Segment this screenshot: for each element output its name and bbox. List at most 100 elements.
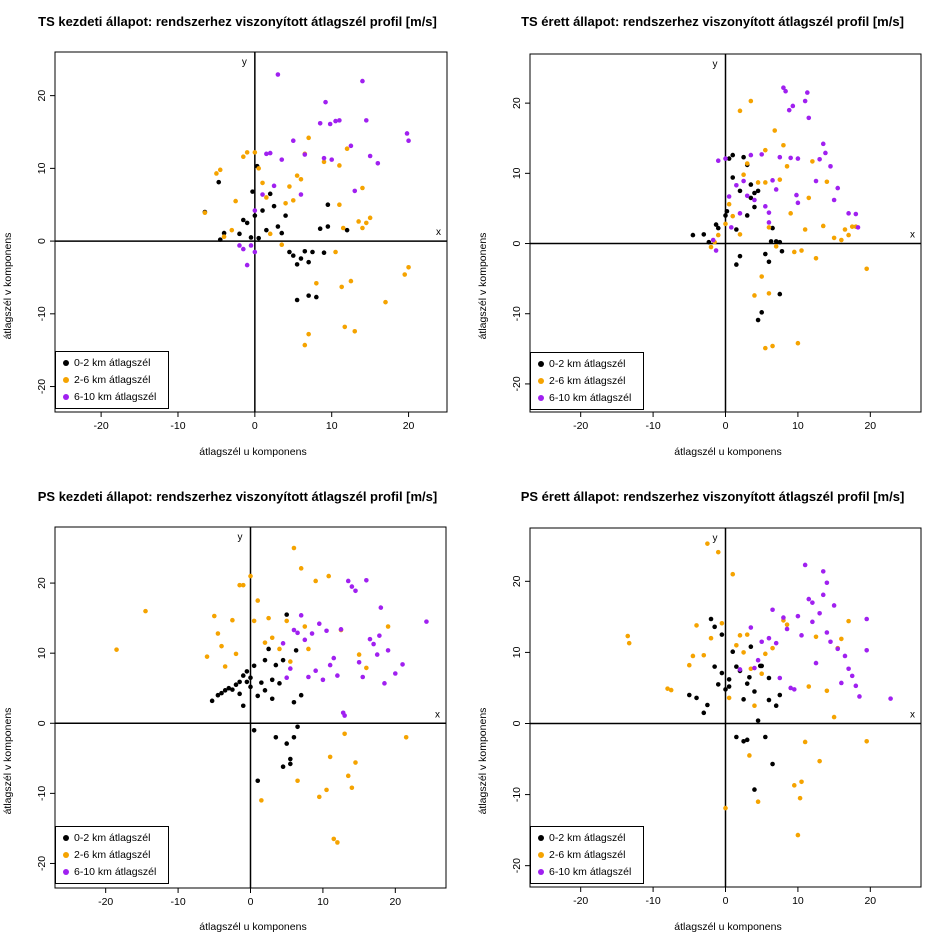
- data-point: [786, 107, 792, 113]
- x-tick-label: 10: [317, 896, 329, 908]
- data-point: [215, 692, 221, 698]
- data-point: [353, 760, 358, 765]
- legend-item: 2-6 km átlagszél: [531, 373, 643, 389]
- legend-marker: [63, 377, 69, 383]
- y-tick-label: 20: [511, 97, 523, 109]
- data-point: [766, 291, 772, 296]
- legend-marker: [63, 869, 69, 875]
- data-point: [734, 664, 739, 669]
- data-point: [360, 78, 365, 84]
- data-point: [377, 633, 382, 638]
- data-point: [364, 577, 369, 583]
- data-point: [325, 202, 331, 208]
- data-point: [795, 340, 801, 346]
- x-tick-label: -20: [98, 896, 113, 908]
- data-point: [348, 278, 354, 284]
- plot-frame: [54, 51, 448, 413]
- data-point: [221, 234, 227, 240]
- data-point: [724, 208, 730, 214]
- data-point: [271, 203, 277, 209]
- data-point: [864, 616, 869, 622]
- data-point: [259, 680, 264, 685]
- data-point: [820, 223, 826, 229]
- data-point: [237, 231, 242, 237]
- data-point: [240, 703, 246, 709]
- data-point: [324, 628, 329, 634]
- data-point: [730, 571, 736, 577]
- chart-panel-ts-mature: TS érett állapot: rendszerhez viszonyíto…: [475, 0, 950, 475]
- data-point: [237, 243, 242, 248]
- legend-label: 6-10 km átlagszél: [74, 391, 157, 403]
- data-point: [853, 683, 859, 689]
- data-point: [766, 675, 772, 681]
- data-point: [797, 795, 803, 801]
- data-point: [625, 633, 631, 639]
- data-point: [842, 227, 848, 232]
- data-point: [713, 248, 719, 253]
- data-point: [744, 681, 750, 686]
- data-point: [316, 794, 322, 800]
- chart-title: TS kezdeti állapot: rendszerhez viszonyí…: [38, 14, 437, 29]
- data-point: [741, 154, 746, 160]
- data-point: [712, 664, 717, 669]
- data-point: [291, 627, 297, 633]
- scatter-plot: x y -20 -10 0 10 20 -20 -10 0 10 20: [511, 527, 922, 907]
- y-tick-label: 20: [511, 575, 523, 587]
- y-tick-label: -20: [36, 856, 48, 871]
- x-tick-label: 0: [248, 896, 254, 908]
- data-point: [752, 703, 757, 709]
- data-point: [766, 220, 772, 225]
- data-point: [374, 652, 380, 657]
- x-tick-label: -10: [645, 895, 660, 907]
- data-point: [306, 135, 311, 141]
- data-point: [777, 239, 783, 245]
- data-point: [404, 131, 410, 136]
- data-point: [824, 179, 830, 185]
- axis-y-marker: y: [238, 532, 243, 543]
- data-point: [828, 639, 833, 645]
- data-point: [327, 662, 333, 668]
- data-point: [734, 262, 739, 267]
- data-point: [291, 734, 297, 740]
- data-point: [823, 150, 828, 156]
- data-point: [810, 600, 815, 605]
- data-point: [284, 675, 290, 681]
- data-point: [857, 694, 862, 699]
- data-point: [298, 176, 304, 182]
- legend-label: 2-6 km átlagszél: [74, 849, 151, 861]
- data-point: [287, 249, 292, 255]
- data-point: [788, 685, 793, 691]
- data-point: [360, 225, 365, 231]
- legend-marker: [538, 361, 544, 367]
- legend-label: 6-10 km átlagszél: [74, 866, 157, 878]
- data-point: [710, 237, 716, 243]
- data-point: [260, 192, 265, 197]
- data-point: [820, 569, 826, 574]
- legend: 0-2 km átlagszél 2-6 km átlagszél 6-10 k…: [55, 826, 169, 884]
- data-point: [255, 778, 261, 784]
- data-point: [345, 578, 351, 584]
- data-point: [737, 108, 743, 114]
- data-point: [737, 232, 743, 237]
- data-point: [752, 665, 757, 671]
- data-point: [306, 259, 311, 265]
- data-point: [726, 201, 732, 207]
- data-point: [817, 611, 822, 616]
- data-point: [338, 627, 344, 632]
- legend-label: 6-10 km átlagszél: [549, 392, 632, 404]
- data-point: [813, 634, 819, 640]
- data-point: [723, 156, 728, 161]
- data-point: [406, 138, 411, 144]
- data-point: [799, 248, 804, 253]
- data-point: [846, 666, 851, 672]
- data-point: [279, 157, 285, 162]
- data-point: [864, 266, 869, 272]
- data-point: [705, 541, 710, 546]
- axis-y-marker: y: [242, 57, 247, 68]
- data-point: [222, 688, 228, 693]
- y-tick-label: 0: [511, 240, 523, 246]
- legend-label: 0-2 km átlagszél: [74, 832, 151, 844]
- data-point: [262, 688, 268, 693]
- y-tick-label: -20: [36, 379, 48, 394]
- legend-item: 6-10 km átlagszél: [56, 864, 168, 880]
